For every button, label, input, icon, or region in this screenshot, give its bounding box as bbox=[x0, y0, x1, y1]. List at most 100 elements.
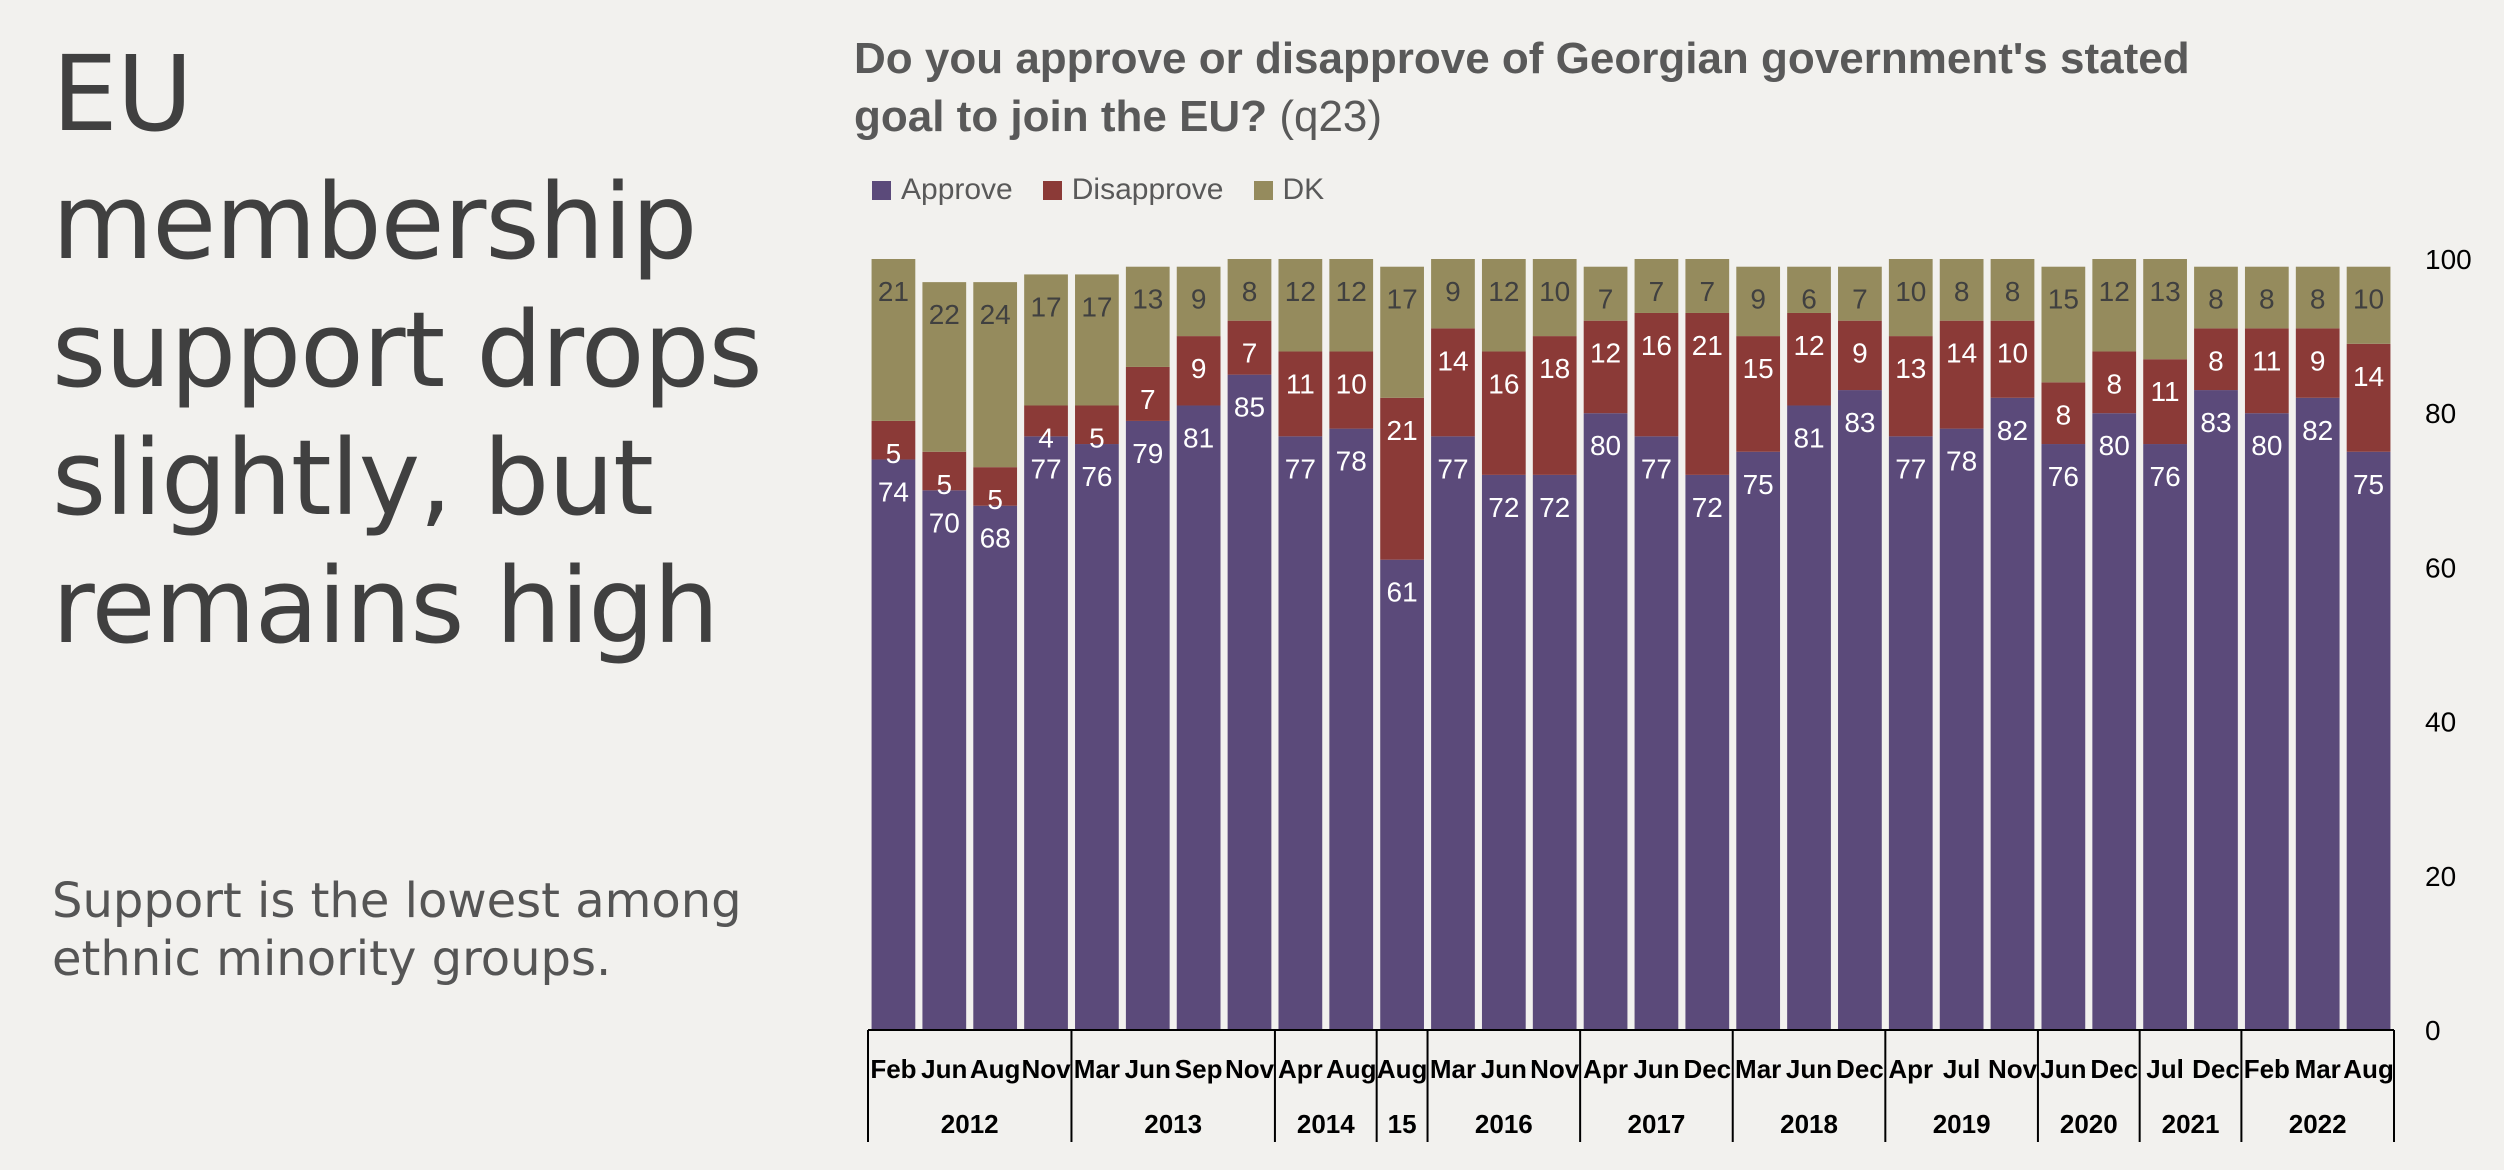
chart-legend: Approve Disapprove DK bbox=[872, 168, 1324, 212]
bar-approve bbox=[2092, 413, 2137, 1030]
data-label-approve: 80 bbox=[2251, 430, 2282, 461]
bar-disapprove bbox=[1329, 351, 1374, 429]
bar-approve bbox=[1838, 390, 1882, 1030]
bar-approve bbox=[2244, 413, 2289, 1030]
data-label-dk: 9 bbox=[1750, 284, 1766, 315]
data-label-approve: 76 bbox=[2150, 461, 2181, 492]
bar-disapprove bbox=[1481, 351, 1526, 475]
data-label-dk: 7 bbox=[1649, 276, 1665, 307]
data-label-disapprove: 8 bbox=[2056, 399, 2072, 430]
x-tick-label: Nov bbox=[1988, 1054, 2038, 1084]
bar-disapprove bbox=[871, 420, 916, 460]
data-label-approve: 77 bbox=[1895, 453, 1926, 484]
bar-approve bbox=[1278, 436, 1323, 1031]
bar-approve bbox=[1024, 436, 1068, 1031]
data-label-approve: 77 bbox=[1641, 453, 1672, 484]
data-label-disapprove: 11 bbox=[1286, 369, 1315, 400]
bar-approve bbox=[1227, 374, 1272, 1030]
data-label-approve: 72 bbox=[1692, 492, 1723, 523]
data-label-approve: 75 bbox=[1743, 469, 1774, 500]
x-tick-label: Nov bbox=[1225, 1054, 1275, 1084]
data-label-approve: 78 bbox=[1946, 446, 1977, 477]
x-tick-label: Dec bbox=[2192, 1054, 2240, 1084]
y-tick-label: 20 bbox=[2425, 861, 2456, 892]
data-label-disapprove: 14 bbox=[1946, 338, 1977, 369]
year-group-label: 2021 bbox=[2162, 1109, 2220, 1139]
year-group-label: 2012 bbox=[941, 1109, 999, 1139]
year-group-label: 2019 bbox=[1933, 1109, 1991, 1139]
data-label-disapprove: 16 bbox=[1488, 369, 1519, 400]
year-group-label: 15 bbox=[1388, 1109, 1417, 1139]
bar-approve bbox=[922, 490, 967, 1030]
bar-dk bbox=[2295, 266, 2340, 329]
legend-label-approve: Approve bbox=[901, 173, 1013, 206]
x-tick-label: Mar bbox=[1735, 1054, 1781, 1084]
data-label-approve: 79 bbox=[1132, 438, 1163, 469]
legend-swatch-dk bbox=[1253, 180, 1273, 200]
data-label-disapprove: 11 bbox=[2252, 345, 2281, 376]
bar-dk bbox=[1685, 259, 1730, 313]
legend-label-disapprove: Disapprove bbox=[1071, 173, 1224, 206]
data-label-disapprove: 9 bbox=[1191, 353, 1207, 384]
data-label-dk: 8 bbox=[2259, 284, 2275, 315]
bar-disapprove bbox=[2092, 351, 2137, 414]
data-label-disapprove: 21 bbox=[1387, 415, 1418, 446]
data-label-approve: 85 bbox=[1234, 392, 1265, 423]
bar-approve bbox=[1329, 428, 1374, 1030]
x-tick-label: Feb bbox=[2244, 1054, 2290, 1084]
bar-disapprove bbox=[1075, 405, 1119, 445]
bar-disapprove bbox=[1278, 351, 1323, 437]
bar-approve bbox=[1532, 474, 1577, 1030]
legend-item-disapprove: Disapprove bbox=[1042, 173, 1224, 207]
bar-approve bbox=[1380, 559, 1424, 1030]
data-label-dk: 10 bbox=[1539, 276, 1570, 307]
x-tick-label: Nov bbox=[1021, 1054, 1071, 1084]
y-tick-label: 80 bbox=[2425, 398, 2456, 429]
legend-label-dk: DK bbox=[1282, 173, 1325, 206]
data-label-disapprove: 9 bbox=[1852, 338, 1868, 369]
data-label-disapprove: 14 bbox=[1437, 345, 1468, 376]
bar-disapprove bbox=[2041, 382, 2086, 445]
x-tick-label: Aug bbox=[1326, 1054, 1377, 1084]
data-label-disapprove: 15 bbox=[1743, 353, 1774, 384]
bar-approve bbox=[1685, 474, 1730, 1030]
year-group-label: 2020 bbox=[2060, 1109, 2118, 1139]
bar-disapprove bbox=[1685, 312, 1730, 475]
bar-disapprove bbox=[1431, 328, 1475, 437]
bar-disapprove bbox=[1838, 320, 1882, 391]
data-label-disapprove: 16 bbox=[1641, 330, 1672, 361]
bar-dk bbox=[1838, 266, 1882, 321]
bar-dk bbox=[2092, 259, 2137, 352]
year-group-label: 2013 bbox=[1144, 1109, 1202, 1139]
data-label-disapprove: 13 bbox=[1895, 353, 1926, 384]
data-label-dk: 17 bbox=[1387, 284, 1418, 315]
data-label-dk: 8 bbox=[2005, 276, 2021, 307]
bar-approve bbox=[1125, 420, 1170, 1030]
bar-dk bbox=[1532, 259, 1577, 337]
chart-title-code: (q23) bbox=[1279, 92, 1383, 141]
data-label-dk: 12 bbox=[1488, 276, 1519, 307]
data-label-dk: 13 bbox=[2150, 276, 2181, 307]
data-label-disapprove: 10 bbox=[1997, 338, 2028, 369]
bar-approve bbox=[1888, 436, 1933, 1031]
data-label-dk: 24 bbox=[980, 299, 1011, 330]
bar-dk bbox=[2041, 266, 2086, 383]
x-tick-label: Nov bbox=[1530, 1054, 1580, 1084]
data-label-dk: 7 bbox=[1700, 276, 1716, 307]
data-label-approve: 72 bbox=[1488, 492, 1519, 523]
year-group-label: 2016 bbox=[1475, 1109, 1533, 1139]
y-tick-label: 0 bbox=[2425, 1015, 2441, 1046]
data-label-approve: 70 bbox=[929, 507, 960, 538]
data-label-disapprove: 10 bbox=[1336, 369, 1367, 400]
legend-swatch-disapprove bbox=[1042, 180, 1062, 200]
bar-dk bbox=[1380, 266, 1424, 398]
data-label-dk: 7 bbox=[1852, 284, 1868, 315]
data-label-disapprove: 5 bbox=[937, 469, 953, 500]
data-label-disapprove: 18 bbox=[1539, 353, 1570, 384]
bar-dk bbox=[1583, 266, 1628, 321]
data-label-approve: 82 bbox=[2302, 415, 2333, 446]
bar-disapprove bbox=[2346, 343, 2391, 452]
bar-disapprove bbox=[973, 467, 1018, 506]
chart-title-question: Do you approve or disapprove of Georgian… bbox=[854, 34, 2190, 141]
